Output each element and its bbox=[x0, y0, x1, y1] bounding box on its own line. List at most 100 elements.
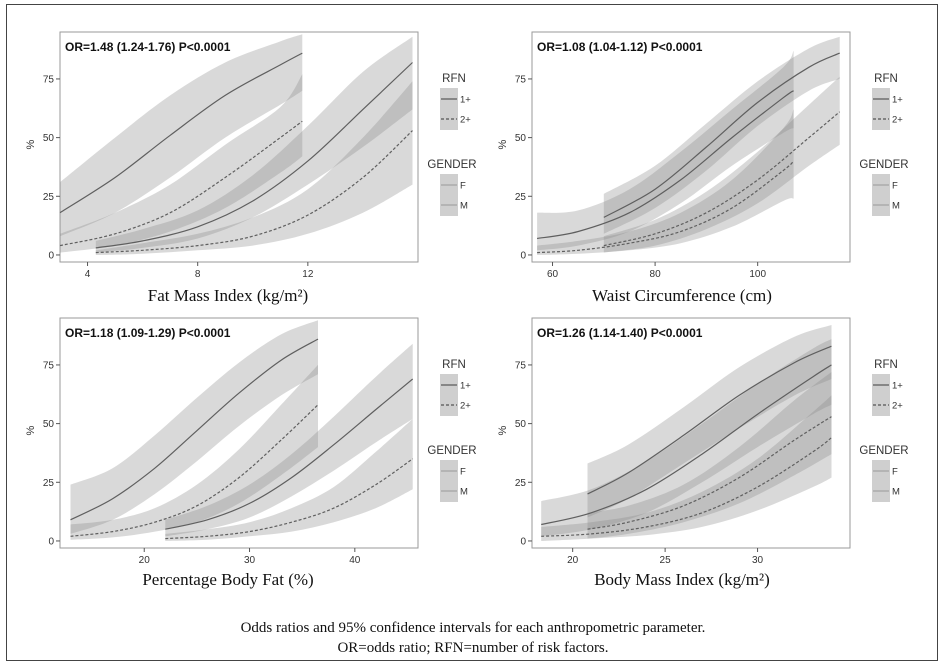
legend-label-gender: M bbox=[460, 201, 468, 212]
legend-key-bg bbox=[440, 88, 458, 130]
y-tick-label: 25 bbox=[43, 192, 55, 203]
ci-band-1plus-m bbox=[587, 325, 832, 518]
legend-title-gender: GENDER bbox=[427, 159, 476, 171]
xlabel-waist-circumference: Waist Circumference (cm) bbox=[592, 286, 772, 305]
legend-label-gender: M bbox=[892, 487, 900, 498]
x-tick-label: 100 bbox=[749, 269, 766, 280]
y-axis-label: % bbox=[25, 140, 37, 150]
xlabel-fat-mass-index: Fat Mass Index (kg/m²) bbox=[147, 286, 309, 305]
or-annotation: OR=1.18 (1.09-1.29) P<0.0001 bbox=[65, 326, 231, 340]
ci-band-2plus-m bbox=[603, 76, 840, 253]
ci-band-2plus-m bbox=[95, 81, 413, 255]
legend-label-rfn: 1+ bbox=[460, 95, 471, 106]
ci-band-2plus-f bbox=[537, 109, 794, 256]
chart-fat-mass-index: 0 25 50 75 4 8 12% OR=1.48 (1.24-1.76) P<0.0001… bbox=[25, 31, 477, 280]
legend-label-gender: M bbox=[892, 201, 900, 212]
y-tick-label: 50 bbox=[515, 133, 527, 144]
y-axis-label: % bbox=[497, 140, 509, 150]
ci-band-1plus-f bbox=[541, 339, 832, 537]
legend-label-gender: F bbox=[460, 181, 466, 192]
series-line-1plus-f bbox=[59, 52, 303, 214]
legend: RFN 1+ 2+ GENDER FM bbox=[859, 73, 909, 216]
x-tick-label: 12 bbox=[302, 269, 314, 280]
series-line-1plus-m bbox=[95, 62, 413, 249]
legend-title-gender: GENDER bbox=[859, 159, 908, 171]
y-tick-label: 75 bbox=[43, 74, 55, 85]
legend-label-rfn: 2+ bbox=[460, 401, 471, 412]
y-tick-label: 0 bbox=[48, 250, 54, 261]
y-tick-label: 25 bbox=[515, 478, 527, 489]
plot-area bbox=[59, 31, 419, 263]
y-axis-label: % bbox=[497, 426, 509, 436]
ci-band-1plus-f bbox=[60, 34, 303, 237]
legend-label-gender: F bbox=[460, 467, 466, 478]
ci-band-1plus-m bbox=[95, 36, 413, 253]
series-line-2plus-f bbox=[541, 437, 832, 537]
legend: RFN 1+ 2+ GENDER FM bbox=[427, 359, 477, 502]
or-annotation: OR=1.48 (1.24-1.76) P<0.0001 bbox=[65, 40, 231, 54]
x-tick-label: 40 bbox=[349, 555, 361, 566]
series-line-2plus-m bbox=[165, 458, 414, 540]
ci-band-2plus-m bbox=[165, 418, 413, 541]
xlabel-percentage-body-fat: Percentage Body Fat (%) bbox=[142, 570, 314, 589]
legend-key-bg bbox=[440, 460, 458, 502]
or-annotation: OR=1.26 (1.14-1.40) P<0.0001 bbox=[537, 326, 703, 340]
legend-label-rfn: 1+ bbox=[892, 95, 903, 106]
y-tick-label: 0 bbox=[520, 536, 526, 547]
xlabel-body-mass-index: Body Mass Index (kg/m²) bbox=[594, 570, 770, 589]
legend-title-rfn: RFN bbox=[442, 359, 466, 371]
series-lines bbox=[70, 338, 414, 540]
series-line-1plus-f bbox=[70, 338, 319, 521]
legend-title-rfn: RFN bbox=[874, 73, 898, 85]
legend-label-rfn: 2+ bbox=[892, 401, 903, 412]
plot-area bbox=[59, 317, 419, 549]
series-lines bbox=[537, 52, 841, 254]
chart-body-mass-index: 0 25 50 75 20 25 30% OR=1.26 (1.14-1.40) P<0.00… bbox=[497, 317, 909, 566]
y-tick-label: 25 bbox=[515, 192, 527, 203]
series-lines bbox=[59, 52, 413, 254]
confidence-bands bbox=[541, 325, 832, 541]
x-tick-label: 30 bbox=[752, 555, 764, 566]
ci-band-1plus-m bbox=[165, 343, 413, 537]
legend-label-gender: M bbox=[460, 487, 468, 498]
legend-label-rfn: 2+ bbox=[460, 115, 471, 126]
series-line-2plus-f bbox=[70, 404, 319, 537]
x-tick-label: 8 bbox=[195, 269, 201, 280]
series-lines bbox=[541, 345, 832, 537]
x-tick-label: 20 bbox=[139, 555, 151, 566]
y-tick-label: 50 bbox=[43, 133, 55, 144]
y-tick-label: 75 bbox=[515, 74, 527, 85]
series-line-2plus-f bbox=[537, 160, 795, 254]
chart-waist-circumference: 0 25 50 75 60 80 100% OR=1.08 (1.04-1.12) P<0.0… bbox=[497, 31, 909, 280]
series-line-1plus-m bbox=[603, 52, 840, 218]
figure-caption-line-1: Odds ratios and 95% confidence intervals… bbox=[240, 620, 706, 636]
legend-title-gender: GENDER bbox=[859, 445, 908, 457]
plot-area bbox=[531, 317, 851, 549]
y-tick-label: 50 bbox=[515, 419, 527, 430]
x-tick-label: 20 bbox=[567, 555, 579, 566]
legend-title-rfn: RFN bbox=[442, 73, 466, 85]
x-tick-label: 80 bbox=[650, 269, 662, 280]
series-line-1plus-m bbox=[587, 345, 832, 495]
legend-title-gender: GENDER bbox=[427, 445, 476, 457]
legend-label-gender: F bbox=[892, 467, 898, 478]
legend-title-rfn: RFN bbox=[874, 359, 898, 371]
chart-percentage-body-fat: 0 25 50 75 20 30 40% OR=1.18 (1.09-1.29) P<0.00… bbox=[25, 317, 477, 566]
series-line-1plus-f bbox=[537, 90, 794, 240]
y-tick-label: 75 bbox=[43, 360, 55, 371]
ci-band-2plus-f bbox=[60, 74, 303, 253]
y-axis-label: % bbox=[25, 426, 37, 436]
legend-key-bg bbox=[872, 374, 890, 416]
legend-label-rfn: 2+ bbox=[892, 115, 903, 126]
y-tick-label: 75 bbox=[515, 360, 527, 371]
legend-key-bg bbox=[872, 460, 890, 502]
ci-band-1plus-f bbox=[537, 50, 794, 251]
ci-band-1plus-f bbox=[70, 320, 318, 534]
x-tick-label: 25 bbox=[660, 555, 672, 566]
confidence-bands bbox=[60, 34, 413, 255]
x-tick-label: 60 bbox=[547, 269, 559, 280]
ci-band-2plus-f bbox=[541, 395, 832, 541]
legend-key-bg bbox=[872, 88, 890, 130]
series-line-1plus-f bbox=[541, 364, 832, 526]
y-tick-label: 25 bbox=[43, 478, 55, 489]
